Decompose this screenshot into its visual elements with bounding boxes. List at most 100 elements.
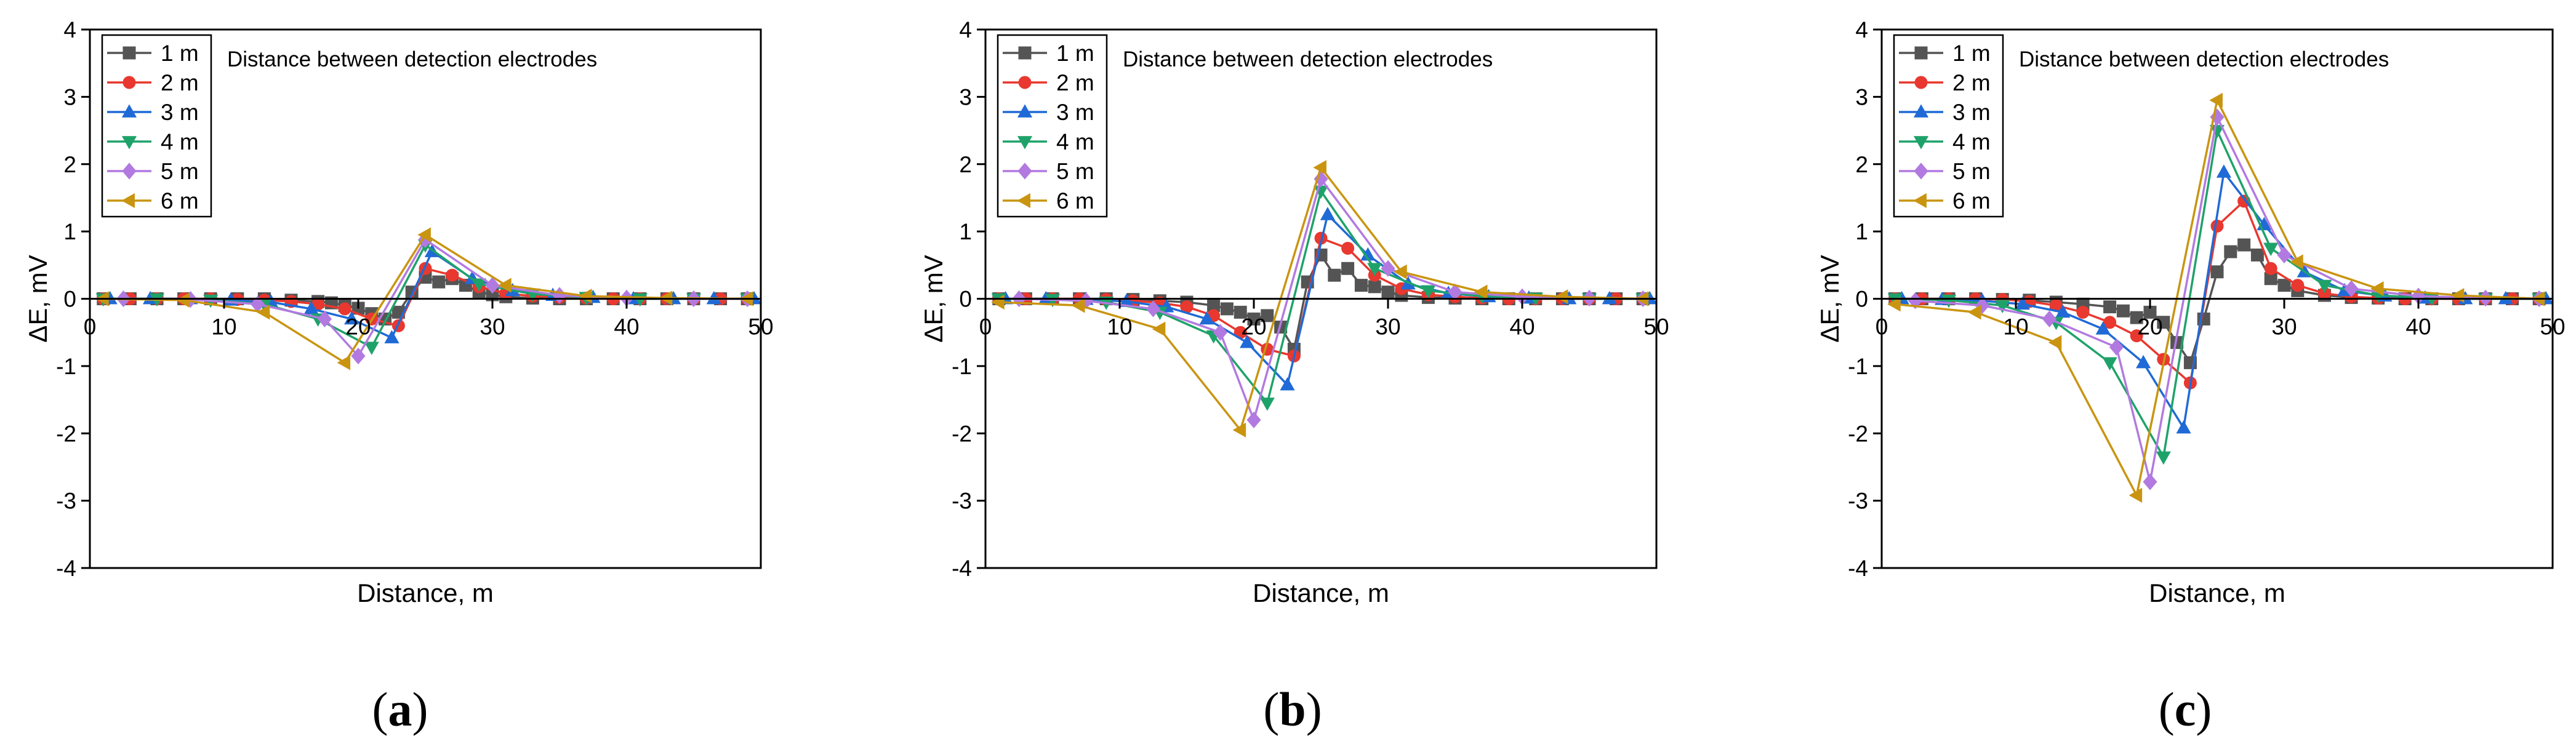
legend-item: 4 m [1003, 129, 1094, 154]
x-tick-label: 30 [479, 314, 505, 340]
x-tick-label: 0 [1876, 314, 1888, 340]
data-point [471, 278, 487, 292]
data-point [417, 227, 431, 242]
y-tick-label: 0 [1855, 287, 1868, 312]
data-point [1220, 302, 1234, 316]
data-point [2109, 338, 2124, 356]
data-point [2264, 262, 2277, 275]
y-tick-label: -1 [1848, 354, 1868, 379]
data-point [2264, 272, 2277, 286]
data-point [2143, 305, 2157, 319]
data-point [1246, 411, 1261, 429]
y-tick-label: -2 [56, 421, 76, 446]
data-point [1381, 286, 1395, 299]
data-point [364, 342, 379, 355]
data-point [498, 278, 512, 293]
data-point [2317, 279, 2332, 294]
series-a-6 [95, 227, 753, 370]
legend-label: 4 m [1056, 129, 1094, 154]
legend-marker [1914, 76, 1928, 89]
data-point [485, 276, 500, 294]
x-tick-label: 50 [2540, 314, 2565, 340]
data-point [2216, 164, 2231, 178]
data-point [2209, 92, 2223, 108]
legend-label: 6 m [161, 188, 199, 214]
data-point [1328, 268, 1341, 282]
y-tick-label: -2 [1848, 421, 1868, 446]
data-point [2277, 279, 2291, 292]
data-point [446, 268, 459, 282]
data-point [303, 301, 319, 314]
data-point [384, 330, 399, 343]
legend-marker [122, 46, 136, 60]
legend-label: 1 m [161, 41, 199, 66]
x-axis-label: Distance, m [357, 578, 494, 607]
data-point [2344, 280, 2359, 297]
y-tick-label: -2 [952, 421, 972, 446]
legend-label: 2 m [1056, 70, 1094, 95]
legend-label: 3 m [1056, 100, 1094, 125]
y-axis-label: ΔE, mV [1815, 255, 1844, 342]
annotation: Distance between detection electrodes [227, 47, 597, 71]
legend-box [101, 34, 212, 218]
x-tick-label: 50 [1643, 314, 1669, 340]
x-tick-label: 20 [1241, 314, 1266, 340]
y-tick-label: 2 [63, 152, 76, 177]
legend-label: 3 m [1952, 100, 1991, 125]
legend-item: 5 m [1003, 159, 1094, 184]
x-tick-label: 40 [2405, 314, 2431, 340]
x-tick-label: 0 [84, 314, 97, 340]
data-point [2209, 125, 2225, 138]
data-point [2156, 451, 2171, 465]
data-point [2210, 265, 2224, 279]
legend-label: 6 m [1952, 188, 1991, 214]
x-tick-label: 0 [979, 314, 992, 340]
data-point [432, 275, 446, 289]
y-tick-label: 1 [1855, 219, 1868, 244]
legend-marker [122, 76, 136, 89]
chart-panel-a: 0 10 20 30 40 50 -4 -3 -2 -1 0 1 2 3 4 Distance, m ΔE, m… [23, 17, 774, 607]
data-point [1474, 284, 1488, 300]
data-point [2076, 305, 2090, 319]
data-point [1234, 305, 1247, 319]
series-line [103, 244, 748, 349]
series-c-2 [1888, 194, 2546, 390]
y-tick-label: 4 [959, 17, 972, 42]
data-point [1448, 283, 1463, 301]
data-point [256, 305, 270, 320]
data-point [1995, 300, 2010, 314]
data-point [2048, 335, 2062, 350]
legend-item: 6 m [107, 188, 199, 214]
legend-marker [121, 136, 137, 150]
legend-item: 1 m [1003, 41, 1094, 66]
data-point [2317, 287, 2331, 300]
data-point [1207, 298, 1221, 312]
legend-label: 2 m [161, 70, 199, 95]
legend-marker [121, 104, 137, 118]
data-point [1232, 422, 1246, 438]
legend-box [997, 34, 1108, 218]
legend-item: 2 m [107, 70, 199, 95]
data-point [1367, 263, 1382, 276]
y-tick-label: 3 [959, 84, 972, 110]
caption-c-letter: c [2174, 682, 2196, 736]
data-point [2263, 242, 2279, 257]
data-point [1421, 285, 1436, 298]
caption-a-letter: a [388, 682, 412, 736]
data-point [1368, 280, 1381, 294]
y-tick-label: -4 [56, 556, 76, 581]
data-point [2103, 300, 2117, 314]
y-tick-label: 0 [63, 287, 76, 312]
data-point [1240, 334, 1255, 348]
x-tick-label: 20 [2137, 314, 2162, 340]
x-tick-label: 40 [1509, 314, 1535, 340]
legend-item: 3 m [1003, 100, 1094, 125]
data-point [2291, 279, 2305, 292]
series-b-5 [1011, 170, 1650, 429]
data-point [579, 289, 592, 304]
data-point [2176, 420, 2191, 434]
data-point [1261, 309, 1274, 322]
legend: 1 m 2 m 3 m 4 m 5 m 6 m [997, 34, 1108, 218]
data-point [1887, 297, 1901, 312]
